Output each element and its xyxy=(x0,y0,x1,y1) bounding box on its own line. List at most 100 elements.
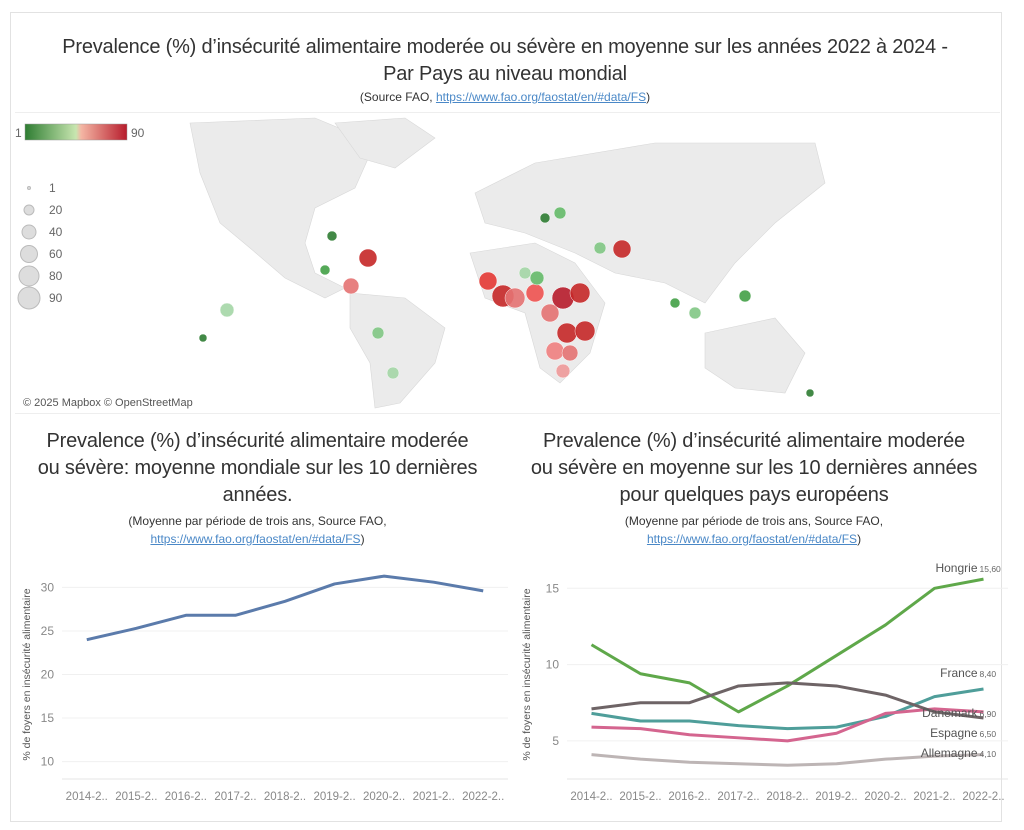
chart1-title-line: années. xyxy=(222,484,293,506)
land-masses xyxy=(189,117,826,409)
series-label: Allemagne xyxy=(921,746,978,760)
chart1-world-average: 10 15 20 25 30 2014-2.. 2015-2.. 2016-2.. 2017-2… xyxy=(21,574,508,803)
chart2-title: Prevalence (%) d’insécurité alimentaire … xyxy=(508,428,1000,509)
source-link[interactable]: https://www.fao.org/faostat/en/#data/FS xyxy=(435,90,647,104)
x-tick-label: 2022-2.. xyxy=(962,791,1004,803)
size-legend-label: 80 xyxy=(49,269,63,283)
country-bubble xyxy=(561,344,579,362)
x-tick-label: 2014-2.. xyxy=(570,791,612,803)
map-title: Prevalence (%) d’insécurité alimentaire … xyxy=(0,34,1010,88)
y-tick-label: 15 xyxy=(546,581,560,595)
chart2-title-line: Prevalence (%) d’insécurité alimentaire … xyxy=(543,430,965,452)
country-bubble xyxy=(556,322,578,344)
size-legend-circle xyxy=(18,265,40,287)
source-prefix: (Source FAO, xyxy=(359,90,436,104)
country-bubble xyxy=(525,283,545,303)
country-bubble xyxy=(569,282,591,304)
chart1-source-suffix: ) xyxy=(360,532,365,546)
y-tick-label: 30 xyxy=(41,580,55,594)
size-legend: 1 20 40 60 80 90 xyxy=(17,181,63,310)
map-source: (Source FAO, https://www.fao.org/faostat… xyxy=(10,88,1000,106)
y-tick-label: 5 xyxy=(552,734,559,748)
country-bubble xyxy=(612,239,632,259)
size-legend-label: 1 xyxy=(49,181,56,195)
country-bubble xyxy=(319,264,331,276)
country-bubble xyxy=(555,363,571,379)
country-bubble xyxy=(504,287,526,309)
x-tick-label: 2015-2.. xyxy=(619,791,661,803)
x-tick-label: 2016-2.. xyxy=(165,791,207,803)
chart1-source-link[interactable]: https://www.fao.org/faostat/en/#data/FS xyxy=(150,532,361,546)
y-axis-label: % de foyers en insécurité alimentaire xyxy=(521,588,533,760)
chart2-source-link[interactable]: https://www.fao.org/faostat/en/#data/FS xyxy=(646,532,858,546)
y-tick-label: 20 xyxy=(41,668,55,682)
source-suffix: ) xyxy=(646,90,651,104)
country-bubble xyxy=(545,341,565,361)
x-tick-label: 2020-2.. xyxy=(363,791,405,803)
chart1-subtitle: (Moyenne par période de trois ans, Sourc… xyxy=(128,514,387,528)
x-tick-label: 2017-2.. xyxy=(214,791,256,803)
chart2-source-suffix: ) xyxy=(857,532,862,546)
y-axis-label: % de foyers en insécurité alimentaire xyxy=(21,588,33,760)
country-bubble xyxy=(386,366,400,380)
country-bubble xyxy=(539,212,551,224)
color-legend-min: 1 xyxy=(15,126,22,140)
size-legend-circle xyxy=(17,286,41,310)
country-bubble xyxy=(553,206,567,220)
x-tick-label: 2022-2.. xyxy=(462,791,504,803)
country-bubble xyxy=(518,266,532,280)
x-tick-label: 2014-2.. xyxy=(66,791,108,803)
south-america xyxy=(349,292,446,409)
series-line-france xyxy=(591,687,984,731)
country-bubble xyxy=(805,388,815,398)
y-tick-label: 10 xyxy=(41,755,55,769)
x-tick-label: 2017-2.. xyxy=(717,791,759,803)
x-tick-label: 2020-2.. xyxy=(864,791,906,803)
series-end-value: 8,40 xyxy=(980,669,997,679)
chart1-title-line: ou sévère: moyenne mondiale sur les 10 d… xyxy=(37,457,478,479)
country-bubble xyxy=(478,271,498,291)
greenland xyxy=(334,117,436,169)
country-bubble xyxy=(669,297,681,309)
color-legend-bar xyxy=(24,123,128,141)
country-bubble xyxy=(342,277,360,295)
world-map[interactable]: 1 90 1 20 40 60 80 90 © 2025 Mapbox © OpenStr… xyxy=(15,112,1000,414)
size-legend-label: 20 xyxy=(49,203,63,217)
country-bubble xyxy=(371,326,385,340)
country-bubble xyxy=(540,303,560,323)
series-end-value: 6,50 xyxy=(980,729,997,739)
size-legend-label: 40 xyxy=(49,225,63,239)
series-label: Hongrie xyxy=(935,561,977,575)
chart1-source: (Moyenne par période de trois ans, Sourc… xyxy=(10,512,505,548)
x-tick-label: 2021-2.. xyxy=(913,791,955,803)
size-legend-circle xyxy=(20,245,38,263)
chart1-title-line: Prevalence (%) d’insécurité alimentaire … xyxy=(46,430,469,452)
country-bubble xyxy=(358,248,378,268)
size-legend-circle xyxy=(21,224,37,240)
x-tick-label: 2016-2.. xyxy=(668,791,710,803)
country-bubble xyxy=(219,302,235,318)
y-tick-label: 15 xyxy=(41,711,55,725)
chart2-source: (Moyenne par période de trois ans, Sourc… xyxy=(508,512,1000,548)
country-bubble xyxy=(198,333,208,343)
series-line-hongrie xyxy=(590,577,984,714)
chart2-title-line: pour quelques pays européens xyxy=(619,484,889,506)
x-tick-label: 2019-2.. xyxy=(313,791,355,803)
map-attribution: © 2025 Mapbox © OpenStreetMap xyxy=(23,397,193,409)
size-legend-circle xyxy=(27,186,31,190)
country-bubble xyxy=(326,230,338,242)
africa xyxy=(469,242,606,384)
series-label: Danemark xyxy=(922,706,978,720)
country-bubble xyxy=(574,320,596,342)
map-title-line2: Par Pays au niveau mondial xyxy=(383,63,627,85)
country-bubble xyxy=(529,270,545,286)
chart2-european-countries: 5 10 15 2014-2.. 2015-2.. 2016-2.. 2017-2.. 201… xyxy=(521,561,1008,803)
x-tick-label: 2018-2.. xyxy=(766,791,808,803)
country-bubble xyxy=(688,306,702,320)
map-canvas[interactable]: 1 90 1 20 40 60 80 90 © 2025 Mapbox © OpenStr… xyxy=(15,113,1000,413)
size-legend-label: 60 xyxy=(49,247,63,261)
series-line-espagne xyxy=(591,681,984,720)
map-title-line1: Prevalence (%) d’insécurité alimentaire … xyxy=(62,36,948,58)
chart2-title-line: ou sévère en moyenne sur les 10 dernière… xyxy=(530,457,978,479)
country-bubble xyxy=(593,241,607,255)
